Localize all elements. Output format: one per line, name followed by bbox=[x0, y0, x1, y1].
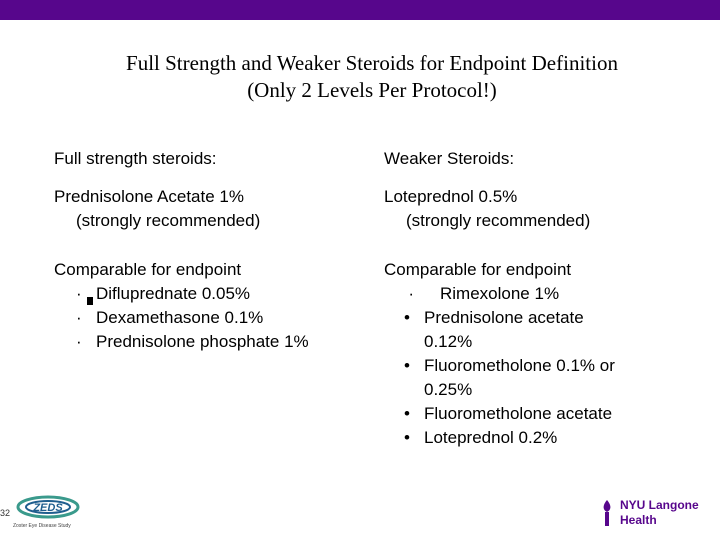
primary-drug: Loteprednol 0.5% bbox=[384, 187, 518, 206]
list-item: • Fluorometholone 0.1% or 0.25% bbox=[404, 356, 615, 399]
zeds-logo-icon: ZEDS bbox=[16, 495, 80, 519]
list-item: • Prednisolone acetate 0.12% bbox=[404, 308, 584, 351]
primary-note: (strongly recommended) bbox=[406, 211, 591, 230]
list-item: • Fluorometholone acetate bbox=[404, 404, 613, 423]
primary-note: (strongly recommended) bbox=[76, 211, 261, 230]
list-item: · Difluprednate 0.05% bbox=[76, 284, 251, 303]
list-item: · Prednisolone phosphate 1% bbox=[76, 332, 309, 351]
zeds-subtitle: Zoster Eye Disease Study bbox=[13, 523, 71, 529]
comparable-label: Comparable for endpoint bbox=[54, 260, 242, 279]
comparable-label: Comparable for endpoint bbox=[384, 260, 572, 279]
list-item: · Dexamethasone 0.1% bbox=[76, 308, 264, 327]
list-item: · Rimexolone 1% bbox=[408, 284, 560, 303]
full-strength-header: Full strength steroids: bbox=[54, 149, 217, 168]
list-item: • Loteprednol 0.2% bbox=[404, 428, 558, 447]
title-line-2: (Only 2 Levels Per Protocol!) bbox=[247, 78, 497, 102]
nyu-langone-logo: NYU Langone Health bbox=[598, 496, 699, 532]
primary-drug: Prednisolone Acetate 1% bbox=[54, 187, 244, 206]
full-strength-comparable: Comparable for endpoint · Difluprednate 0… bbox=[54, 258, 309, 354]
title-line-1: Full Strength and Weaker Steroids for En… bbox=[126, 51, 618, 75]
weaker-primary: Loteprednol 0.5% (strongly recommended) bbox=[384, 185, 590, 233]
weaker-header: Weaker Steroids: bbox=[384, 149, 515, 168]
stray-bullet-square-icon bbox=[87, 297, 93, 305]
nyu-logo-line-1: NYU Langone bbox=[620, 498, 699, 512]
zeds-logo-text: ZEDS bbox=[32, 502, 63, 514]
slide-number: 32 bbox=[0, 508, 11, 518]
full-strength-primary: Prednisolone Acetate 1% (strongly recomm… bbox=[54, 185, 260, 233]
nyu-torch-icon bbox=[603, 500, 611, 526]
nyu-logo-line-2: Health bbox=[620, 513, 657, 527]
top-accent-bar bbox=[0, 0, 720, 20]
weaker-comparable: Comparable for endpoint · Rimexolone 1% … bbox=[384, 258, 615, 450]
slide-title: Full Strength and Weaker Steroids for En… bbox=[0, 50, 720, 104]
